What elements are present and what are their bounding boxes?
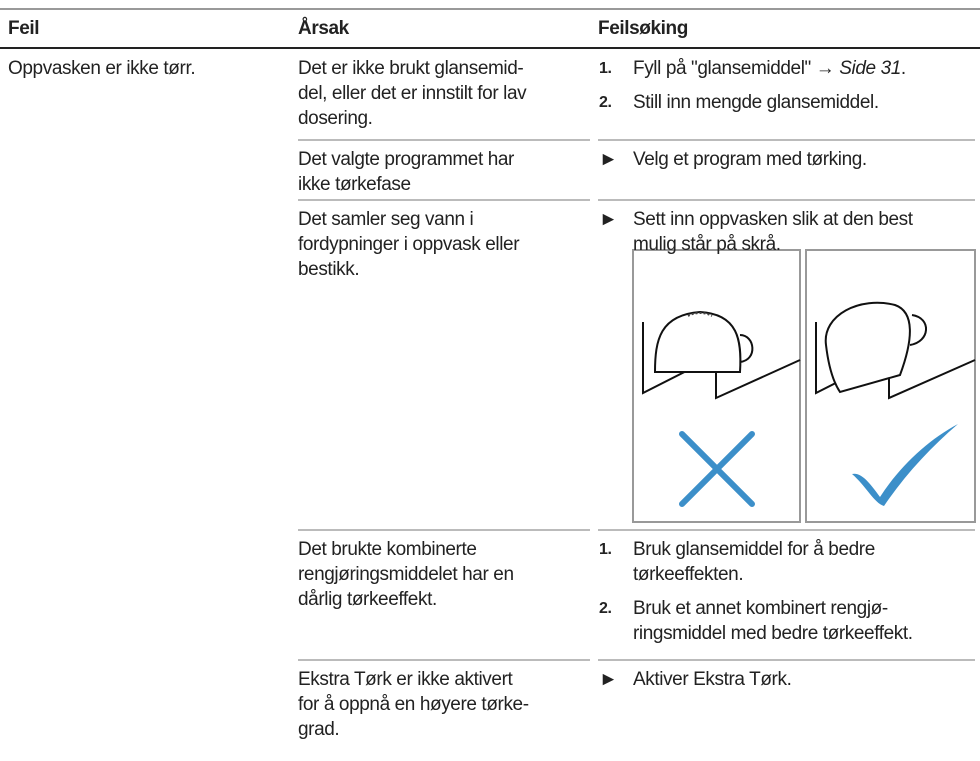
cause-line: del, eller det er innstilt for lav: [298, 83, 527, 104]
step-end: .: [901, 58, 906, 79]
step-text: Aktiver Ekstra Tørk.: [633, 669, 791, 690]
step-text: Sett inn oppvasken slik at den best: [633, 209, 914, 230]
cause-line: fordypninger i oppvask eller: [298, 234, 520, 255]
column-header: Feilsøking: [598, 18, 688, 39]
step-text: Velg et program med tørking.: [633, 149, 867, 170]
step-line: ringsmiddel med bedre tørkeeffekt.: [633, 623, 913, 644]
step-text: Bruk et annet kombinert rengjø-: [633, 598, 888, 619]
step-text: mulig står på skrå.: [633, 234, 781, 255]
step-line: Velg et program med tørking.: [633, 149, 867, 170]
step-text: Fyll på "glansemiddel" → Side 31.: [633, 58, 906, 79]
link-arrow: →: [816, 58, 835, 79]
cause-line: rengjøringsmiddelet har en: [298, 564, 514, 585]
step-marker: 2.: [599, 94, 612, 111]
step-line: Bruk et annet kombinert rengjø-: [633, 598, 888, 619]
illustration-right: [805, 249, 976, 523]
cause-line: dårlig tørkeeffekt.: [298, 589, 437, 610]
cause-line: Ekstra Tørk er ikke aktivert: [298, 669, 514, 690]
step-text: Still inn mengde glansemiddel.: [633, 92, 879, 113]
cause-line: ikke tørkefase: [298, 174, 411, 195]
step-marker: ►: [599, 149, 617, 170]
cause-line: Det valgte programmet har: [298, 149, 515, 170]
cause-line: grad.: [298, 719, 339, 740]
step-line: tørkeeffekten.: [633, 564, 743, 585]
step-text: tørkeeffekten.: [633, 564, 743, 585]
step-marker: 2.: [599, 600, 612, 617]
step-line: Still inn mengde glansemiddel.: [633, 92, 879, 113]
step-line: mulig står på skrå.: [633, 234, 781, 255]
cause-line: Det er ikke brukt glansemid-: [298, 58, 523, 79]
page-ref: Side 31: [839, 58, 901, 79]
step-marker: ►: [599, 669, 617, 690]
step-text: ringsmiddel med bedre tørkeeffekt.: [633, 623, 913, 644]
cause-line: dosering.: [298, 108, 373, 129]
cause-line: Det samler seg vann i: [298, 209, 473, 230]
column-header: Årsak: [298, 18, 350, 39]
step-line: Aktiver Ekstra Tørk.: [633, 669, 791, 690]
cause-line: Det brukte kombinerte: [298, 539, 477, 560]
step-line: Bruk glansemiddel for å bedre: [633, 539, 875, 560]
step-marker: 1.: [599, 541, 612, 558]
step-line: Sett inn oppvasken slik at den best: [633, 209, 914, 230]
fault: Oppvasken er ikke tørr.: [8, 58, 195, 79]
step-marker: 1.: [599, 60, 612, 77]
cause-line: for å oppnå en høyere tørke-: [298, 694, 529, 715]
step-marker: ►: [599, 209, 617, 230]
column-header: Feil: [8, 18, 39, 39]
cause-line: bestikk.: [298, 259, 359, 280]
step-text: Bruk glansemiddel for å bedre: [633, 539, 875, 560]
illustration-wrong: [632, 249, 801, 523]
step-line: Fyll på "glansemiddel": [633, 58, 811, 79]
